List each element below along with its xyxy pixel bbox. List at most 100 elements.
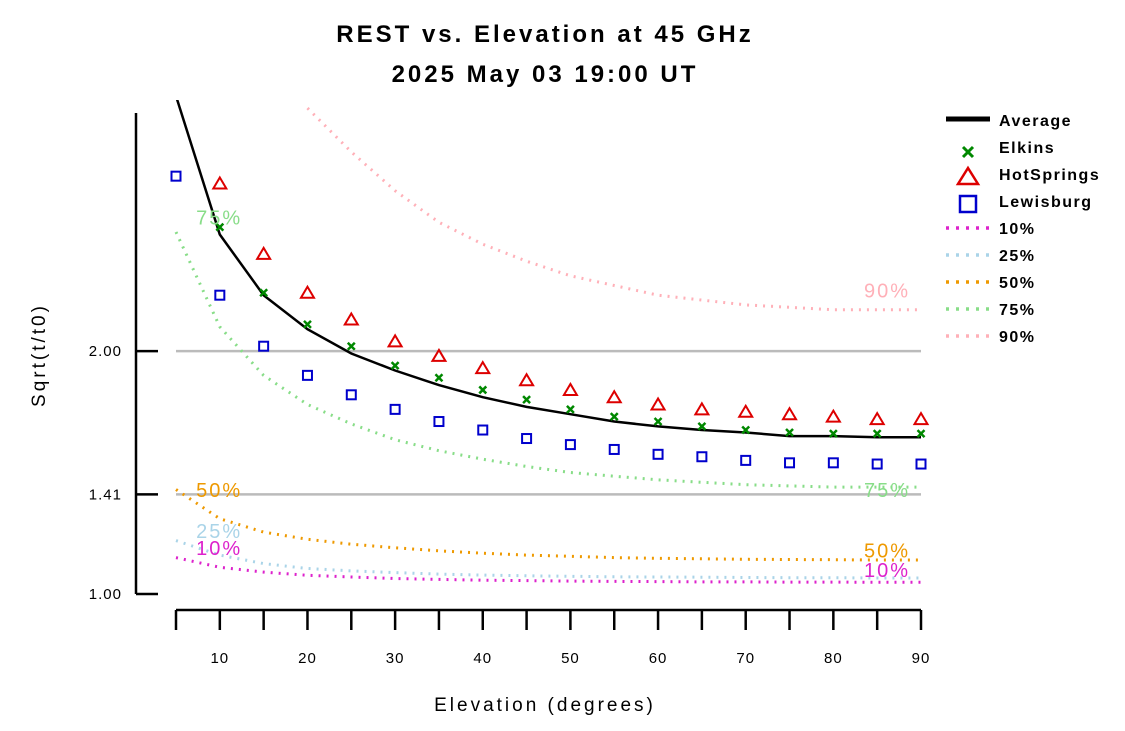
hotsprings-point bbox=[255, 245, 272, 260]
hotsprings-point bbox=[518, 372, 535, 387]
x-tick-label: 80 bbox=[824, 650, 843, 667]
series-hotsprings bbox=[211, 175, 930, 426]
percentile-annotation: 75% bbox=[864, 480, 910, 502]
elkins-point bbox=[872, 429, 882, 439]
hotsprings-point bbox=[693, 401, 711, 416]
legend-swatch bbox=[958, 194, 978, 214]
lewisburg-point bbox=[389, 403, 401, 415]
lewisburg-point bbox=[301, 369, 313, 381]
hotsprings-point bbox=[781, 406, 798, 421]
series-lewisburg bbox=[170, 170, 927, 470]
legend-label: Average bbox=[999, 113, 1072, 130]
lewisburg-point bbox=[915, 458, 927, 470]
elkins-point bbox=[653, 417, 663, 426]
x-tick-label: 90 bbox=[912, 650, 931, 667]
series-90pct bbox=[306, 107, 921, 312]
elkins-point bbox=[522, 395, 531, 405]
x-tick-label: 50 bbox=[561, 650, 580, 667]
percentile-annotation: 50% bbox=[196, 480, 242, 502]
legend-label: Elkins bbox=[999, 140, 1055, 157]
series-average bbox=[175, 100, 921, 439]
series-25pct bbox=[175, 539, 921, 580]
x-tick-label: 60 bbox=[649, 650, 668, 667]
hotsprings-point bbox=[605, 389, 623, 404]
legend-item-90pct: 90% bbox=[946, 329, 1036, 346]
legend-label: 50% bbox=[999, 275, 1036, 292]
hotsprings-point bbox=[649, 396, 667, 411]
average-line bbox=[175, 100, 921, 439]
y-axis: 1.00 1.41 2.00 bbox=[89, 113, 158, 603]
percentile-annotation: 90% bbox=[864, 281, 910, 303]
plot-area bbox=[170, 100, 930, 584]
lewisburg-point bbox=[652, 448, 664, 460]
y-axis-label: Sqrt(t/t0) bbox=[29, 303, 50, 407]
elkins-point bbox=[303, 319, 312, 329]
lewisburg-point bbox=[258, 340, 270, 352]
y-tick-label: 2.00 bbox=[89, 343, 122, 360]
lewisburg-point bbox=[170, 170, 182, 182]
x-axis-label: Elevation (degrees) bbox=[434, 695, 656, 716]
legend-item-75pct: 75% bbox=[946, 302, 1034, 319]
percentile-annotation: 10% bbox=[196, 538, 242, 560]
legend-label: HotSprings bbox=[999, 167, 1100, 184]
lewisburg-point bbox=[345, 389, 357, 401]
legend: Average Elkins HotSprings Lewisburg 10% 25% 50… bbox=[946, 113, 1100, 346]
10pct-line bbox=[175, 556, 921, 584]
lewisburg-point bbox=[696, 451, 708, 463]
hotsprings-point bbox=[386, 333, 404, 348]
hotsprings-point bbox=[868, 411, 886, 426]
hotsprings-point bbox=[430, 347, 448, 362]
elkins-point bbox=[609, 412, 619, 422]
elkins-point bbox=[259, 288, 269, 298]
percentile-annotation: 75% bbox=[196, 208, 242, 230]
chart-title: REST vs. Elevation at 45 GHz bbox=[336, 21, 753, 48]
chart-subtitle: 2025 May 03 19:00 UT bbox=[392, 61, 699, 88]
90pct-line bbox=[306, 107, 921, 312]
percentile-annotation: 50% bbox=[864, 541, 910, 563]
elkins-point bbox=[916, 429, 926, 439]
percentile-labels: 75%90%75%50%25%10% 50%10% bbox=[196, 208, 910, 582]
legend-label: Lewisburg bbox=[999, 194, 1093, 211]
percentile-annotation: 10% bbox=[864, 560, 910, 582]
legend-item-25pct: 25% bbox=[946, 248, 1036, 265]
elkins-point bbox=[390, 361, 400, 371]
grid-lines bbox=[176, 349, 921, 496]
hotsprings-point bbox=[737, 403, 754, 418]
series-10pct bbox=[175, 556, 921, 584]
percentile-annotation: 25% bbox=[196, 521, 242, 543]
x-tick-label: 40 bbox=[473, 650, 492, 667]
lewisburg-point bbox=[477, 424, 489, 436]
lewisburg-point bbox=[564, 439, 576, 451]
lewisburg-point bbox=[784, 457, 796, 469]
hotsprings-point bbox=[299, 284, 316, 299]
50pct-line bbox=[175, 488, 921, 562]
legend-label: 90% bbox=[999, 329, 1036, 346]
elkins-point bbox=[478, 385, 488, 395]
lewisburg-point bbox=[871, 458, 883, 470]
lewisburg-point bbox=[214, 289, 226, 301]
hotsprings-point bbox=[343, 311, 360, 326]
y-tick-label: 1.41 bbox=[89, 486, 122, 503]
hotsprings-point bbox=[825, 408, 842, 423]
series-75pct bbox=[174, 231, 921, 489]
legend-swatch bbox=[961, 145, 975, 159]
elkins-point bbox=[828, 429, 838, 439]
elkins-point bbox=[434, 373, 444, 383]
legend-label: 25% bbox=[999, 248, 1036, 265]
legend-swatch bbox=[955, 165, 981, 186]
elkins-point bbox=[566, 404, 575, 414]
legend-item-lewisburg: Lewisburg bbox=[958, 194, 1093, 214]
elkins-point bbox=[785, 428, 794, 437]
legend-item-50pct: 50% bbox=[946, 275, 1036, 292]
elkins-point bbox=[215, 222, 225, 232]
lewisburg-point bbox=[740, 454, 752, 466]
lewisburg-point bbox=[827, 457, 839, 469]
series-50pct bbox=[175, 488, 921, 562]
elkins-point bbox=[346, 341, 356, 351]
x-axis: 10 20 30 40 50 60 70 80 90 bbox=[174, 608, 931, 667]
25pct-line bbox=[175, 539, 921, 580]
lewisburg-point bbox=[521, 433, 533, 445]
legend-label: 10% bbox=[999, 221, 1036, 238]
75pct-line bbox=[174, 231, 921, 489]
